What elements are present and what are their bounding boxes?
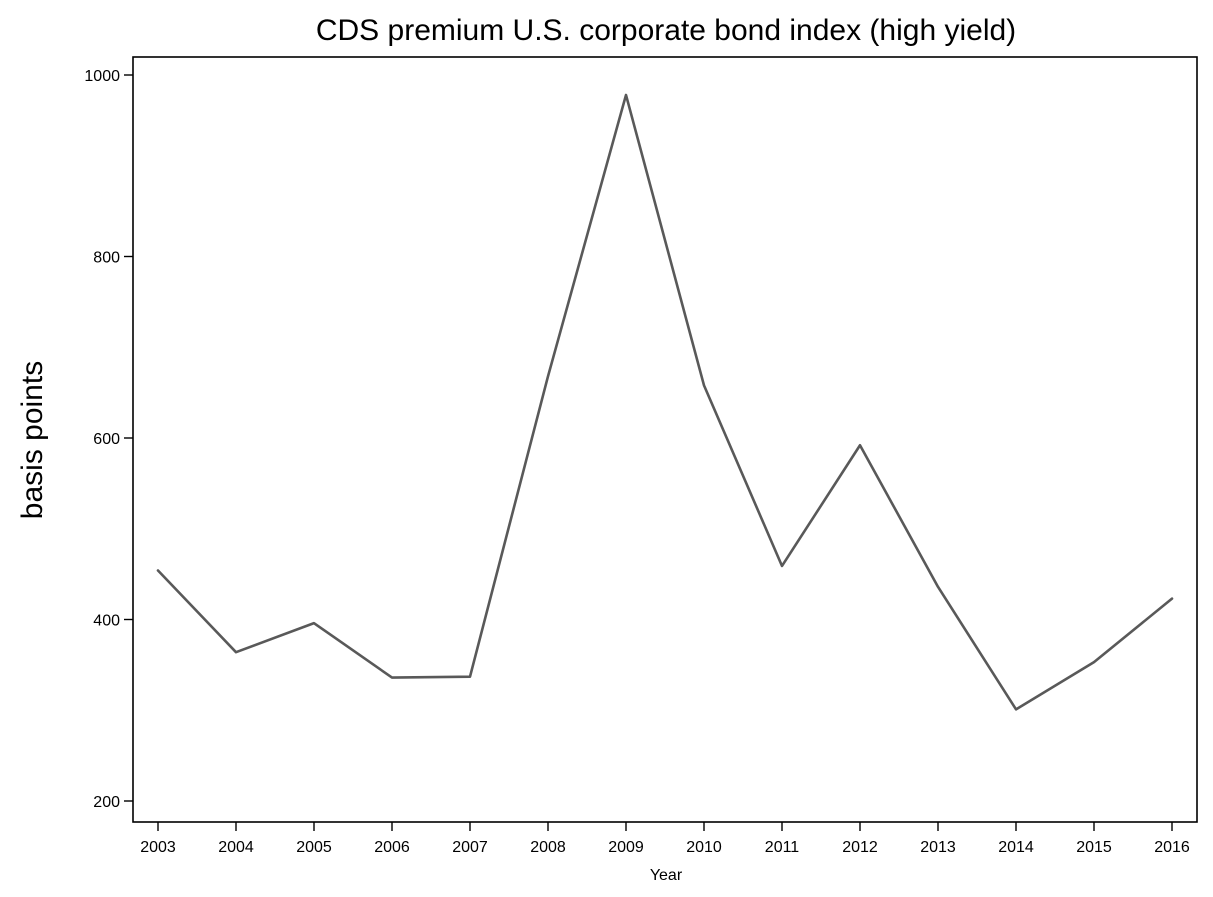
- x-tick-label: 2007: [452, 839, 488, 856]
- data-point: [1169, 596, 1175, 602]
- x-tick-label: 2015: [1076, 839, 1112, 856]
- x-tick-label: 2014: [998, 839, 1034, 856]
- y-tick-label: 1000: [84, 68, 120, 85]
- chart-title: CDS premium U.S. corporate bond index (h…: [316, 14, 1016, 47]
- data-point: [857, 442, 863, 448]
- x-tick-label: 2013: [920, 839, 956, 856]
- y-tick-label: 200: [93, 794, 120, 811]
- data-point: [935, 584, 941, 590]
- x-tick-label: 2010: [686, 839, 722, 856]
- y-tick-label: 600: [93, 431, 120, 448]
- x-tick-label: 2003: [140, 839, 176, 856]
- data-point: [779, 563, 785, 569]
- data-point: [1091, 659, 1097, 665]
- x-tick-label: 2012: [842, 839, 878, 856]
- series-line: [156, 93, 1174, 711]
- y-tick-label: 400: [93, 613, 120, 630]
- data-point: [623, 92, 629, 98]
- data-point: [701, 382, 707, 388]
- data-point: [389, 675, 395, 681]
- data-point: [545, 373, 551, 379]
- x-axis-title: Year: [650, 867, 683, 884]
- data-point: [311, 620, 317, 626]
- x-axis: 2003 2004 2005 2006 2007 2008 2009 2010 2011 2012…: [140, 822, 1190, 856]
- x-tick-label: 2006: [374, 839, 410, 856]
- x-tick-label: 2011: [765, 839, 800, 856]
- x-tick-label: 2016: [1154, 839, 1190, 856]
- x-tick-label: 2005: [296, 839, 332, 856]
- y-axis-title: basis points: [16, 361, 49, 519]
- data-point: [467, 674, 473, 680]
- data-point: [233, 649, 239, 655]
- x-tick-label: 2004: [218, 839, 254, 856]
- data-point: [1013, 706, 1019, 712]
- plot-area: [132, 56, 1198, 823]
- x-tick-label: 2008: [530, 839, 566, 856]
- series-group: [155, 92, 1175, 712]
- y-axis: 200 400 600 800 1000: [84, 68, 133, 811]
- y-tick-label: 800: [93, 250, 120, 267]
- x-tick-label: 2009: [608, 839, 644, 856]
- data-point: [155, 567, 161, 573]
